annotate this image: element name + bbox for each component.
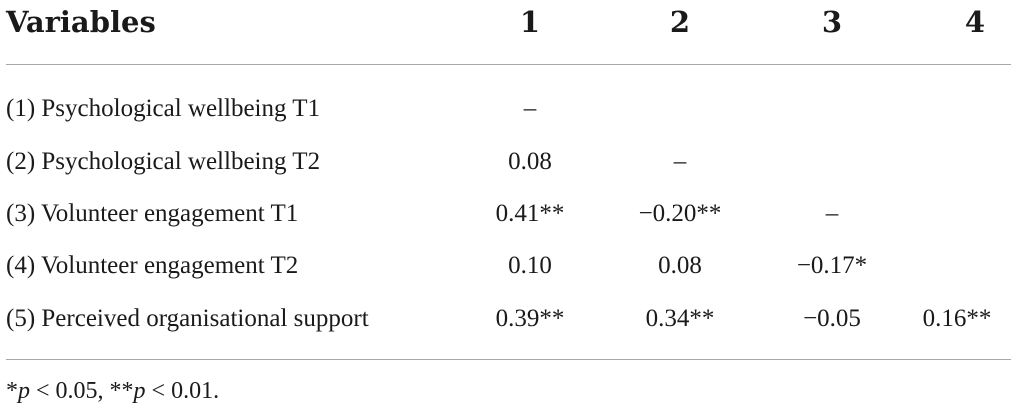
table-cell: 0.08 [658, 252, 702, 279]
table-cell: 0.41** [495, 200, 565, 227]
header-col-2: 2 [669, 5, 691, 39]
table-row: (5) Perceived organisational support 0.3… [0, 299, 1017, 339]
table-cell: – [825, 200, 839, 227]
footnote-text-2: < 0.01. [145, 378, 220, 404]
table-cell: 0.39** [495, 305, 565, 332]
table-cell: −0.20** [638, 200, 722, 227]
table-cell: −0.17* [796, 252, 868, 279]
table-cell: 0.10 [508, 252, 552, 279]
header-divider [6, 64, 1011, 65]
table-row: (1) Psychological wellbeing T1 – [0, 89, 1017, 129]
significance-footnote: *p < 0.05, **p < 0.01. [6, 374, 219, 408]
table-header-row: Variables 1 2 3 4 [0, 0, 1017, 44]
table-cell: 0.34** [645, 305, 715, 332]
header-col-1: 1 [519, 5, 541, 39]
footnote-p-1: p [18, 378, 30, 404]
table-cell: – [673, 148, 687, 175]
footnote-p-2: p [133, 378, 146, 404]
footnote-star-2: ** [109, 378, 134, 404]
table-row: (4) Volunteer engagement T2 0.10 0.08 −0… [0, 246, 1017, 286]
header-col-3: 3 [821, 5, 843, 39]
row-label: (5) Perceived organisational support [6, 305, 369, 332]
row-label: (2) Psychological wellbeing T2 [6, 148, 321, 175]
table-bottom-divider [6, 359, 1011, 360]
header-col-4: 4 [964, 5, 986, 39]
row-label: (1) Psychological wellbeing T1 [6, 95, 321, 122]
table-cell: – [523, 95, 537, 122]
table-row: (3) Volunteer engagement T1 0.41** −0.20… [0, 194, 1017, 234]
table-cell: −0.05 [803, 305, 861, 332]
table-cell: 0.08 [508, 148, 552, 175]
row-label: (4) Volunteer engagement T2 [6, 252, 299, 279]
table-cell: 0.16** [922, 305, 992, 332]
footnote-star-1: * [6, 378, 18, 404]
footnote-text-1: < 0.05, [30, 378, 110, 404]
header-variables: Variables [6, 5, 156, 39]
table-row: (2) Psychological wellbeing T2 0.08 – [0, 142, 1017, 182]
row-label: (3) Volunteer engagement T1 [6, 200, 299, 227]
